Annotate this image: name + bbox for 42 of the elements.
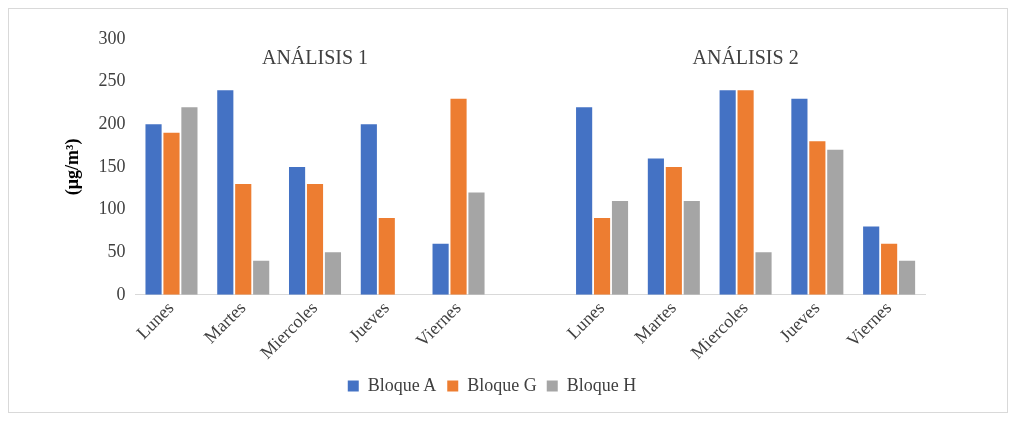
- bar: [898, 260, 916, 295]
- bar: [827, 149, 844, 295]
- bar: [719, 90, 736, 295]
- legend-label: Bloque G: [467, 374, 537, 395]
- bar: [360, 124, 377, 295]
- y-tick-label: 200: [98, 113, 126, 134]
- bar: [647, 158, 664, 295]
- y-tick-label: 50: [107, 240, 126, 261]
- bar: [809, 141, 826, 295]
- bar: [378, 218, 395, 295]
- bar: [611, 201, 629, 295]
- bar: [593, 218, 611, 295]
- bar: [163, 132, 180, 295]
- legend-label: Bloque H: [566, 374, 637, 395]
- bar: [791, 98, 808, 295]
- y-tick-label: 150: [98, 155, 126, 176]
- bar: [324, 252, 342, 295]
- bar: [217, 90, 234, 295]
- annotation: ANÁLISIS 2: [692, 46, 799, 69]
- y-tick-label: 300: [98, 27, 126, 48]
- bar: [289, 166, 306, 295]
- bar: [468, 192, 485, 295]
- bar: [235, 183, 252, 295]
- y-tick-label: 100: [98, 198, 126, 219]
- bar: [881, 243, 898, 295]
- y-axis-title: (μg/m³): [62, 138, 84, 196]
- bar: [145, 124, 162, 295]
- bar: [181, 107, 198, 295]
- bar: [450, 98, 467, 295]
- bar: [737, 90, 754, 295]
- bar: [306, 183, 324, 295]
- bar: [576, 107, 593, 295]
- bar: [863, 226, 880, 295]
- annotation: ANÁLISIS 1: [261, 46, 369, 69]
- bar: [432, 243, 449, 295]
- bar: [755, 252, 772, 295]
- bar: [683, 201, 700, 295]
- bar: [253, 260, 270, 295]
- y-tick-label: 250: [98, 70, 126, 91]
- legend-label: Bloque A: [367, 374, 437, 395]
- bar: [665, 166, 682, 295]
- y-tick-label: 0: [116, 283, 126, 304]
